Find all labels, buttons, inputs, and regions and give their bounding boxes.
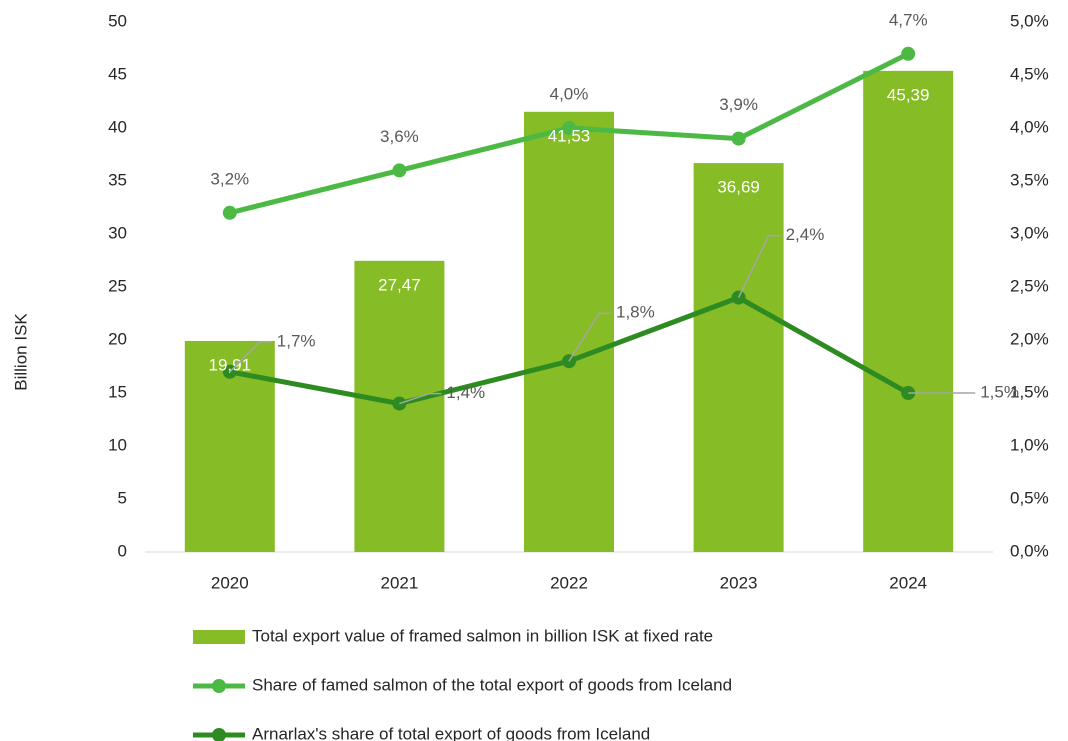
y-axis-label: Billion ISK bbox=[11, 313, 30, 391]
y2-tick-label: 1,0% bbox=[1010, 435, 1049, 454]
y2-tick-label: 3,5% bbox=[1010, 170, 1049, 189]
y-tick-label: 15 bbox=[108, 382, 127, 401]
data-label: 36,69 bbox=[717, 178, 760, 197]
y2-tick-label: 4,0% bbox=[1010, 117, 1049, 136]
y2-tick-label: 0,5% bbox=[1010, 488, 1049, 507]
y-tick-label: 5 bbox=[118, 488, 127, 507]
legend-swatch bbox=[193, 630, 245, 644]
legend-marker bbox=[212, 679, 226, 693]
x-tick-label: 2022 bbox=[550, 573, 588, 592]
y-tick-label: 35 bbox=[108, 170, 127, 189]
legend-label: Total export value of framed salmon in b… bbox=[252, 626, 713, 645]
y-tick-label: 45 bbox=[108, 64, 127, 83]
y-tick-label: 0 bbox=[118, 541, 127, 560]
leader-line bbox=[737, 234, 781, 298]
leader-line bbox=[399, 392, 442, 405]
y-tick-label: 40 bbox=[108, 117, 127, 136]
leader-line bbox=[568, 312, 611, 362]
data-label: 3,6% bbox=[380, 127, 419, 146]
data-label: 3,2% bbox=[210, 169, 249, 188]
y2-tick-label: 1,5% bbox=[1010, 382, 1049, 401]
y-tick-label: 25 bbox=[108, 276, 127, 295]
data-label: 41,53 bbox=[548, 126, 591, 145]
data-label: 3,9% bbox=[719, 95, 758, 114]
data-label: 27,47 bbox=[378, 275, 421, 294]
data-label: 1,5% bbox=[980, 382, 1019, 401]
legend-marker bbox=[212, 728, 226, 741]
line-marker bbox=[731, 131, 746, 146]
data-label: 1,7% bbox=[277, 331, 316, 350]
y-tick-label: 50 bbox=[108, 11, 127, 30]
y2-tick-label: 3,0% bbox=[1010, 223, 1049, 242]
line-marker bbox=[901, 46, 916, 61]
data-label: 1,4% bbox=[446, 383, 485, 402]
data-label: 4,0% bbox=[550, 84, 589, 103]
x-tick-label: 2024 bbox=[889, 573, 927, 592]
data-label: 45,39 bbox=[887, 85, 930, 104]
data-label: 1,8% bbox=[616, 303, 655, 322]
bar bbox=[693, 163, 784, 552]
y2-tick-label: 0,0% bbox=[1010, 541, 1049, 560]
y-tick-label: 10 bbox=[108, 435, 127, 454]
x-tick-label: 2020 bbox=[211, 573, 249, 592]
leader-line bbox=[229, 341, 272, 373]
y-tick-label: 20 bbox=[108, 329, 127, 348]
legend-label: Arnarlax's share of total export of good… bbox=[252, 724, 650, 741]
bar bbox=[863, 70, 954, 552]
line-marker bbox=[392, 163, 407, 178]
bar bbox=[524, 111, 614, 553]
y2-tick-label: 5,0% bbox=[1010, 11, 1049, 30]
y2-tick-label: 4,5% bbox=[1010, 64, 1049, 83]
y2-tick-label: 2,0% bbox=[1010, 329, 1049, 348]
x-tick-label: 2023 bbox=[720, 573, 758, 592]
line-marker bbox=[562, 121, 576, 135]
y-tick-label: 30 bbox=[108, 223, 127, 242]
x-tick-label: 2021 bbox=[380, 573, 418, 592]
y2-tick-label: 2,5% bbox=[1010, 276, 1049, 295]
data-label: 2,4% bbox=[786, 225, 825, 244]
data-label: 4,7% bbox=[889, 10, 928, 29]
legend-label: Share of famed salmon of the total expor… bbox=[252, 675, 732, 694]
line-marker bbox=[222, 205, 237, 220]
